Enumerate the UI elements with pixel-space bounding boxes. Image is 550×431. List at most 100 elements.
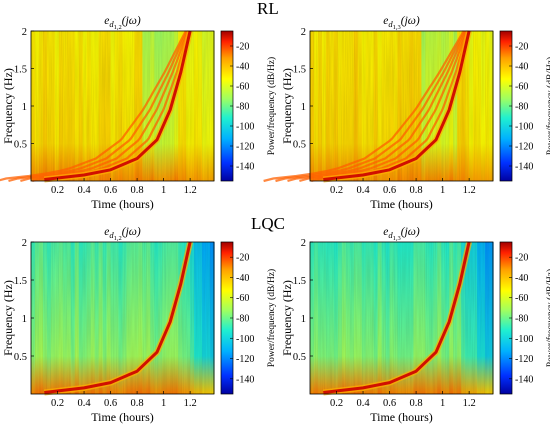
colorbar-tick-label: -20 <box>236 42 249 53</box>
colorbar-tick-label: -120 <box>515 142 533 153</box>
y-tick-label: 1 <box>301 314 306 325</box>
y-axis-label: Frequency (Hz) <box>1 280 15 356</box>
main-ridge <box>44 241 192 394</box>
x-tick-label: 0.4 <box>77 185 91 196</box>
x-tick-label: 0.2 <box>330 185 343 196</box>
y-tick-label: 2 <box>22 27 27 38</box>
x-axis-label: Time (hours) <box>91 410 154 424</box>
colorbar-tick-label: -100 <box>515 122 533 133</box>
y-tick-label: 2 <box>22 238 27 249</box>
colorbar-tick-label: -60 <box>236 293 249 304</box>
y-tick-label: 1.5 <box>14 276 27 287</box>
colorbar-tick-label: -40 <box>515 62 528 73</box>
colorbar-tick-label: -80 <box>515 314 528 325</box>
colorbar-tick-label: -100 <box>236 334 254 345</box>
colorbar-tick-label: -120 <box>236 142 254 153</box>
y-tick-label: 1 <box>22 314 27 325</box>
x-tick-label: 1.2 <box>463 185 476 196</box>
x-tick-label: 1 <box>440 185 445 196</box>
x-tick-label: 0.4 <box>77 398 91 409</box>
y-tick-label: 2 <box>301 238 306 249</box>
colorbar-tick-label: -100 <box>515 334 533 345</box>
x-tick-label: 0.8 <box>131 185 144 196</box>
x-axis-label: Time (hours) <box>91 197 154 211</box>
panel-title: ed1,3(jω) <box>383 15 420 31</box>
colorbar-tick-label: -140 <box>236 162 254 173</box>
harmonic-ridge <box>275 30 466 183</box>
y-axis-label: Frequency (Hz) <box>1 68 15 144</box>
colorbar-tick-label: -80 <box>236 314 249 325</box>
spectrogram-panel-4: 0.2 0.4 0.6 0.8 1 1.2 0.5 1 1.5 2 Time (hours) Freq… <box>280 226 550 424</box>
harmonic-ridge <box>263 30 465 183</box>
x-tick-label: 0.4 <box>356 185 370 196</box>
colorbar-tick-label: -20 <box>515 253 528 264</box>
colorbar-label: Power/frequency (dB/Hz) <box>266 269 277 367</box>
y-tick-label: 1 <box>301 102 306 113</box>
colorbar-label: Power/frequency (dB/Hz) <box>545 57 550 155</box>
colorbar-tick-label: -120 <box>236 354 254 365</box>
spectrogram-panel-3: 0.2 0.4 0.6 0.8 1 1.2 0.5 1 1.5 2 Time (hours) Freq… <box>1 226 277 424</box>
colorbar-tick-label: -60 <box>236 82 249 93</box>
x-tick-label: 0.2 <box>51 185 64 196</box>
colorbar-tick-label: -60 <box>515 293 528 304</box>
spectrogram-panel-2: 0.2 0.4 0.6 0.8 1 1.2 0.5 1 1.5 2 Time (hours) Freq… <box>263 15 550 211</box>
x-tick-label: 0.6 <box>383 398 396 409</box>
x-tick-label: 1.2 <box>463 398 476 409</box>
x-axis-label: Time (hours) <box>370 197 433 211</box>
colorbar-tick-label: -140 <box>515 162 533 173</box>
colorbar-tick-label: -80 <box>236 102 249 113</box>
y-tick-label: 1.5 <box>293 65 306 76</box>
colorbar-tick-label: -140 <box>515 374 533 385</box>
section-title-lqc: LQC <box>251 214 285 233</box>
y-tick-label: 0.5 <box>293 140 306 151</box>
colorbar-tick-label: -20 <box>515 42 528 53</box>
main-ridge <box>44 30 192 181</box>
x-tick-label: 1.2 <box>184 398 197 409</box>
y-tick-label: 0.5 <box>14 140 27 151</box>
colorbar-tick-label: -20 <box>236 253 249 264</box>
colorbar-tick-label: -140 <box>236 374 254 385</box>
spectrogram-panel-1: 0.2 0.4 0.6 0.8 1 1.2 0.5 1 1.5 2 Time (hours) Freq… <box>0 15 277 211</box>
x-tick-label: 1 <box>161 398 166 409</box>
colorbar-tick-label: -120 <box>515 354 533 365</box>
x-axis-label: Time (hours) <box>370 410 433 424</box>
x-tick-label: 1 <box>161 185 166 196</box>
main-ridge <box>323 241 471 394</box>
y-axis-label: Frequency (Hz) <box>280 68 294 144</box>
harmonic-ridge <box>287 30 467 183</box>
x-tick-label: 1 <box>440 398 445 409</box>
panel-title: ed1,3(jω) <box>383 226 420 242</box>
y-tick-label: 1.5 <box>293 276 306 287</box>
harmonic-ridge <box>0 30 187 182</box>
colorbar-tick-label: -40 <box>236 62 249 73</box>
x-tick-label: 0.8 <box>410 185 423 196</box>
harmonic-ridge <box>299 30 469 183</box>
y-axis-label: Frequency (Hz) <box>280 280 294 356</box>
harmonic-ridge <box>8 30 188 183</box>
y-tick-label: 1.5 <box>14 65 27 76</box>
colorbar-tick-label: -40 <box>515 273 528 284</box>
y-tick-label: 1 <box>22 102 27 113</box>
y-tick-label: 0.5 <box>293 352 306 363</box>
x-tick-label: 0.2 <box>51 398 64 409</box>
colorbar-tick-label: -100 <box>236 122 254 133</box>
panel-title: ed1,2(jω) <box>104 15 141 31</box>
y-tick-label: 2 <box>301 27 306 38</box>
x-tick-label: 0.4 <box>356 398 370 409</box>
x-tick-label: 0.8 <box>410 398 423 409</box>
x-tick-label: 1.2 <box>184 185 197 196</box>
panel-title: ed1,2(jω) <box>104 226 141 242</box>
x-tick-label: 0.6 <box>383 185 396 196</box>
section-title-rl: RL <box>257 0 279 18</box>
x-tick-label: 0.6 <box>104 398 117 409</box>
colorbar-label: Power/frequency (dB/Hz) <box>266 57 277 155</box>
x-tick-label: 0.6 <box>104 185 117 196</box>
colorbar-label: Power/frequency (dB/Hz) <box>545 269 550 367</box>
colorbar-tick-label: -60 <box>515 82 528 93</box>
x-tick-label: 0.2 <box>330 398 343 409</box>
x-tick-label: 0.8 <box>131 398 144 409</box>
y-tick-label: 0.5 <box>14 352 27 363</box>
colorbar-tick-label: -40 <box>236 273 249 284</box>
main-ridge <box>323 30 471 181</box>
